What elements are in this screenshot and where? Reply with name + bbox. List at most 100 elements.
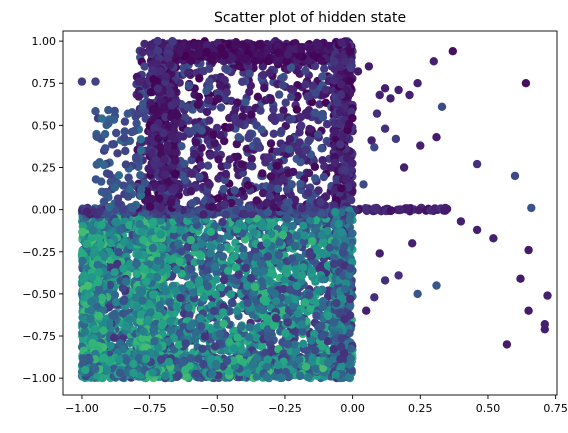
scatter-point: [155, 301, 164, 310]
scatter-point: [164, 357, 174, 367]
scatter-point: [109, 333, 119, 342]
scatter-point: [288, 221, 297, 231]
scatter-point: [275, 238, 284, 247]
scatter-point: [223, 266, 233, 275]
scatter-point: [237, 345, 246, 354]
scatter-point: [262, 372, 271, 381]
scatter-point: [208, 369, 217, 379]
scatter-point: [271, 313, 281, 323]
scatter-point: [259, 266, 269, 276]
scatter-point: [129, 368, 138, 378]
scatter-point: [226, 290, 236, 299]
scatter-point: [207, 325, 216, 334]
scatter-point: [137, 287, 146, 297]
scatter-point: [148, 218, 158, 227]
scatter-point: [206, 227, 216, 236]
scatter-point: [181, 339, 190, 348]
scatter-point: [219, 308, 228, 317]
scatter-point: [156, 230, 165, 239]
scatter-point: [121, 321, 130, 331]
scatter-point: [266, 139, 276, 148]
scatter-point: [235, 219, 244, 228]
scatter-point: [252, 267, 261, 276]
scatter-point: [225, 306, 234, 316]
scatter-point: [157, 320, 166, 330]
scatter-point: [299, 263, 308, 272]
scatter-point: [171, 286, 180, 296]
scatter-point: [87, 273, 97, 282]
scatter-point: [314, 130, 323, 139]
scatter-point: [175, 257, 184, 266]
scatter-point: [98, 373, 107, 383]
scatter-point: [196, 314, 205, 323]
scatter-point: [148, 290, 158, 299]
scatter-point: [278, 306, 288, 315]
scatter-point: [140, 343, 149, 352]
scatter-point: [87, 297, 96, 306]
scatter-point: [301, 298, 310, 307]
scatter-point: [234, 270, 243, 279]
scatter-point: [281, 264, 290, 274]
scatter-point: [219, 319, 228, 328]
scatter-point: [91, 324, 100, 334]
scatter-point: [185, 310, 194, 320]
scatter-point: [82, 207, 92, 216]
scatter-point: [252, 253, 261, 262]
scatter-point: [283, 340, 293, 349]
scatter-point: [318, 275, 327, 284]
scatter-point: [228, 298, 237, 308]
scatter-point: [132, 269, 141, 278]
scatter-point: [139, 327, 148, 336]
scatter-point: [106, 341, 115, 350]
scatter-point: [210, 342, 220, 351]
scatter-point: [202, 107, 212, 117]
scatter-point: [97, 220, 106, 230]
scatter-point: [181, 365, 190, 375]
scatter-point: [263, 333, 273, 342]
scatter-point: [296, 371, 305, 380]
scatter-point: [232, 206, 241, 215]
scatter-point: [305, 290, 314, 300]
scatter-point: [300, 231, 309, 240]
scatter-point: [314, 286, 323, 296]
scatter-point: [202, 266, 212, 275]
scatter-point: [154, 311, 163, 321]
scatter-point: [299, 339, 308, 348]
scatter-point: [174, 239, 183, 248]
scatter-point: [192, 369, 201, 379]
scatter-point: [98, 354, 108, 363]
scatter-point: [215, 329, 224, 339]
scatter-point: [91, 364, 100, 374]
scatter-point: [216, 243, 225, 253]
scatter-point: [176, 293, 185, 303]
scatter-point: [142, 277, 151, 286]
scatter-point: [97, 293, 107, 303]
scatter-point: [150, 337, 159, 346]
scatter-point: [119, 297, 128, 306]
scatter-point: [186, 354, 195, 363]
scatter-point: [186, 235, 195, 245]
scatter-point: [294, 309, 303, 318]
scatter-point: [115, 225, 125, 235]
scatter-point: [176, 226, 185, 235]
scatter-point: [252, 354, 261, 363]
scatter-point: [114, 248, 123, 257]
scatter-point: [211, 262, 220, 271]
scatter-point: [116, 368, 125, 378]
scatter-point: [323, 311, 333, 321]
scatter-point: [310, 346, 320, 355]
scatter-point: [209, 306, 219, 316]
scatter-point: [137, 227, 146, 236]
scatter-point: [232, 306, 242, 316]
scatter-point: [250, 282, 260, 292]
scatter-point: [141, 354, 151, 364]
scatter-point: [185, 280, 194, 289]
scatter-point: [149, 325, 158, 334]
scatter-point: [218, 252, 228, 261]
scatter-point: [212, 268, 221, 278]
scatter-point: [292, 281, 302, 291]
scatter-point: [305, 124, 314, 134]
scatter-point: [102, 365, 112, 375]
scatter-point: [221, 210, 230, 219]
scatter-point: [158, 282, 168, 292]
